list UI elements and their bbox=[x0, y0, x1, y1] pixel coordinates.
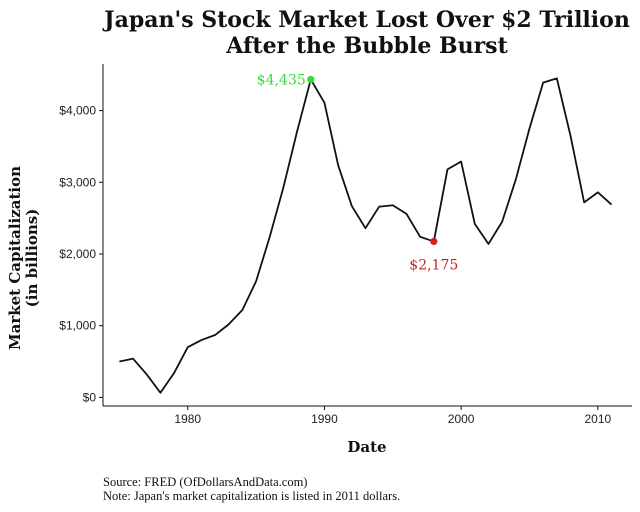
chart-title-line-2: After the Bubble Burst bbox=[225, 33, 508, 59]
y-tick-label: $4,000 bbox=[59, 104, 96, 118]
y-tick-label: $1,000 bbox=[59, 319, 96, 333]
y-tick-label: $3,000 bbox=[59, 175, 96, 189]
annotation-label: $4,435 bbox=[257, 72, 306, 88]
x-tick-label: 2010 bbox=[584, 412, 611, 426]
annotation-point bbox=[430, 237, 438, 246]
source-note: Source: FRED (OfDollarsAndData.com) bbox=[103, 475, 307, 489]
dollar-note: Note: Japan's market capitalization is l… bbox=[103, 489, 400, 503]
y-axis-label-line-2: (in billions) bbox=[23, 209, 41, 308]
annotation-label: $2,175 bbox=[409, 257, 458, 273]
y-tick-label: $0 bbox=[83, 390, 97, 404]
chart-title-line-1: Japan's Stock Market Lost Over $2 Trilli… bbox=[102, 7, 630, 33]
x-tick-label: 1980 bbox=[174, 412, 201, 426]
y-axis-label-line-1: Market Capitalization bbox=[6, 166, 24, 350]
x-tick-label: 2000 bbox=[448, 412, 475, 426]
x-axis-label: Date bbox=[347, 438, 386, 456]
series-line bbox=[119, 77, 613, 394]
annotation-point bbox=[307, 75, 315, 84]
y-tick-label: $2,000 bbox=[59, 247, 96, 261]
x-tick-label: 1990 bbox=[311, 412, 338, 426]
